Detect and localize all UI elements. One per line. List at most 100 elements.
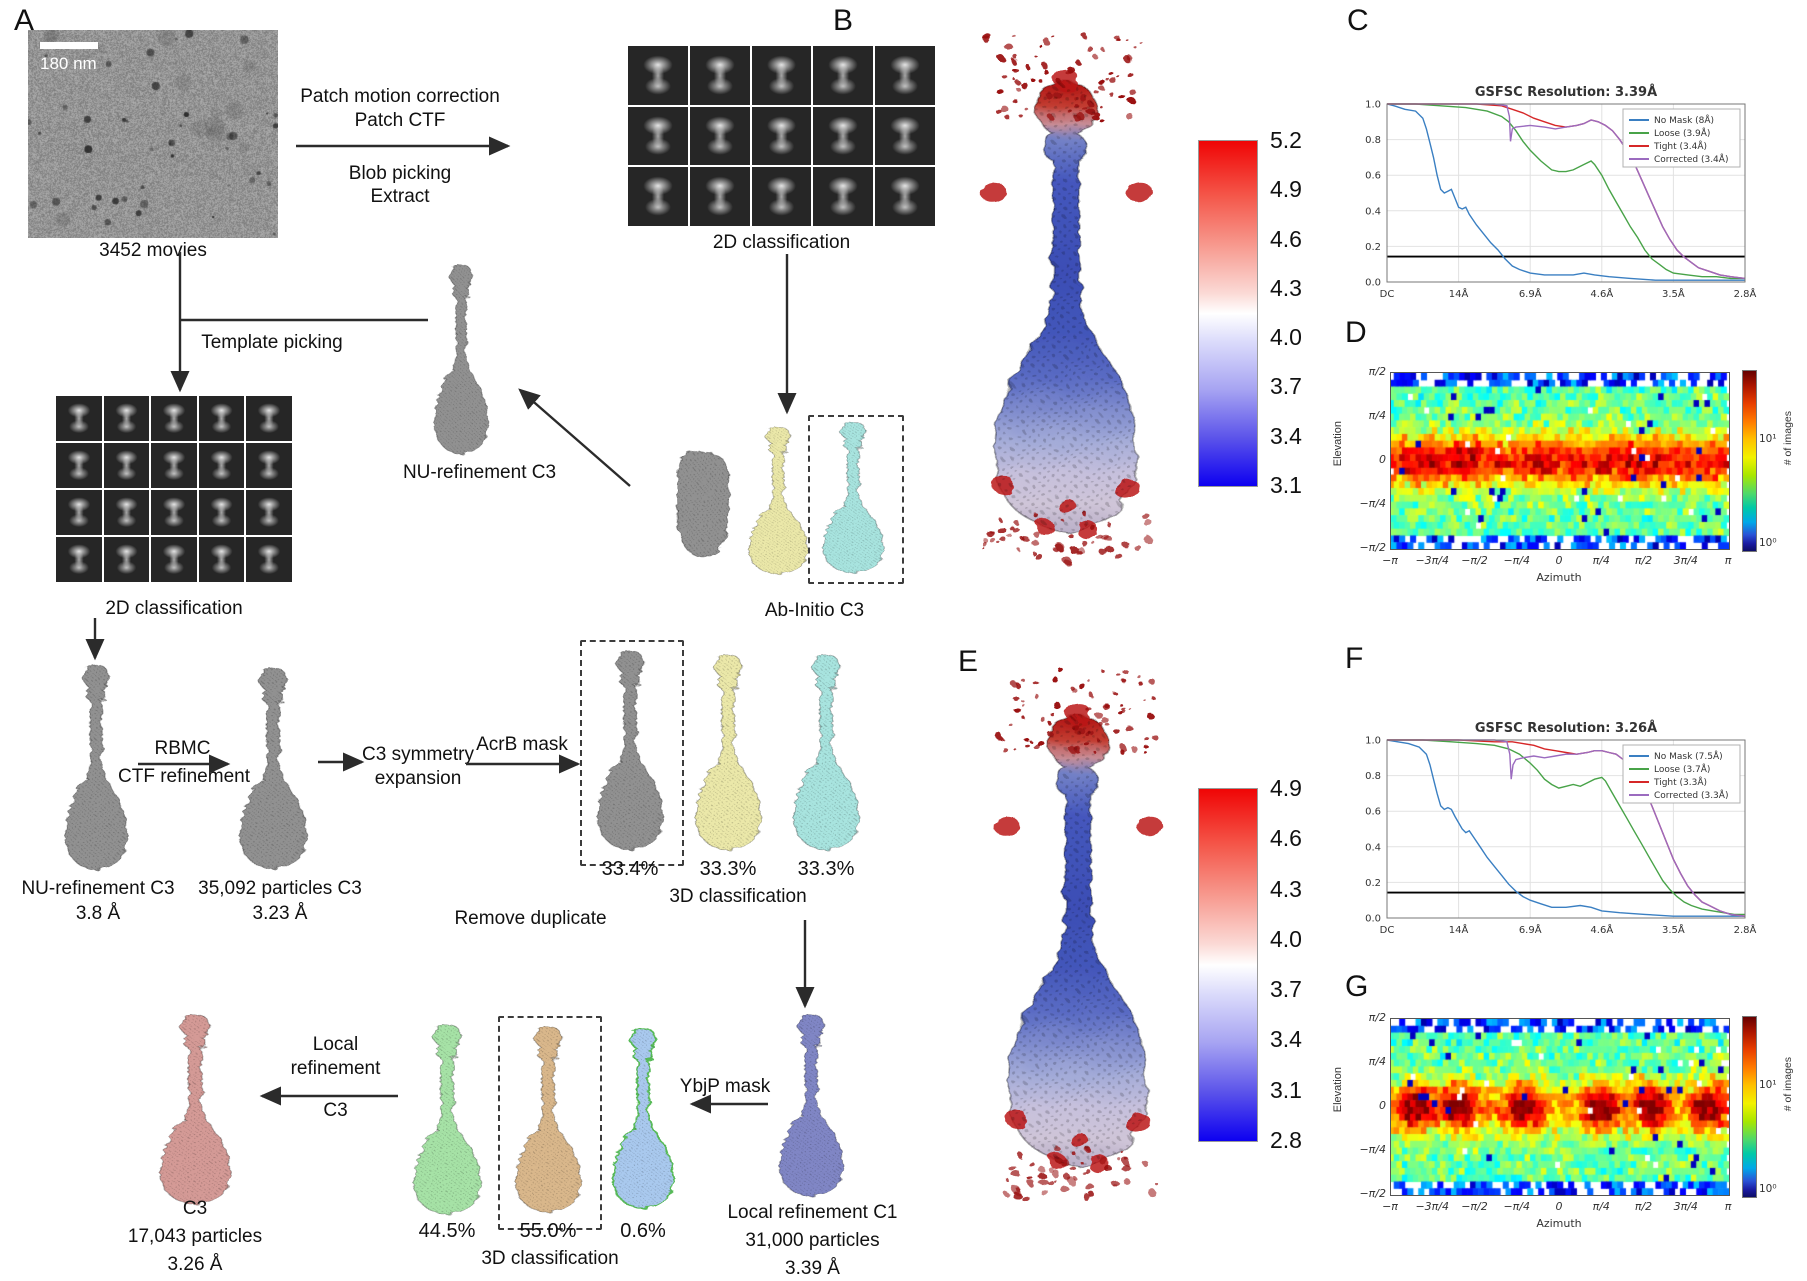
heatmap-colorbar-tick-upper: 10¹ [1759, 1079, 1777, 1091]
svg-text:0.6: 0.6 [1365, 807, 1381, 818]
heatmap-colorbar [1742, 370, 1757, 552]
heatmap-colorbar-label: # of images [1782, 411, 1794, 466]
colorbar-tick: 4.3 [1270, 875, 1302, 902]
class-average-tile [689, 46, 750, 105]
class-average-tile [246, 396, 292, 441]
colorbar-e [1198, 788, 1258, 1142]
svg-text:14Å: 14Å [1449, 287, 1469, 300]
class-average-tile [813, 167, 874, 226]
heatmap-ylabel: Elevation [1332, 421, 1344, 467]
svg-text:Tight (3.4Å): Tight (3.4Å) [1653, 140, 1707, 152]
map-nu-refinement-template [428, 262, 494, 458]
heatmap-xtick: π/2 [1634, 554, 1653, 567]
class-average-tile [151, 443, 197, 488]
colorbar-tick: 4.6 [1270, 825, 1302, 852]
class2-caption: 3D classification [481, 1248, 619, 1269]
svg-text:3.5Å: 3.5Å [1662, 287, 1685, 300]
heatmap-colorbar-tick-lower: 10⁰ [1759, 1183, 1777, 1195]
svg-text:4.6Å: 4.6Å [1590, 287, 1613, 300]
svg-text:1.0: 1.0 [1365, 100, 1381, 111]
heatmap-xtick: 3π/4 [1673, 1200, 1698, 1213]
cryoem-micrograph [28, 30, 278, 238]
grid2-caption: 2D classification [105, 598, 243, 619]
svg-text:6.9Å: 6.9Å [1519, 923, 1542, 936]
svg-text:0.8: 0.8 [1365, 135, 1381, 146]
colorbar-tick: 3.4 [1270, 1026, 1302, 1053]
step1-line1: Patch motion correction [300, 86, 500, 107]
heatmap-xtick: −π/4 [1503, 1200, 1531, 1213]
remove-duplicate-label: Remove duplicate [454, 908, 607, 929]
class-average-tile [689, 106, 750, 166]
map-class1-gray [590, 648, 670, 854]
c3-symmetry-label1: C3 symmetry [362, 744, 474, 765]
class-average-tile [56, 490, 102, 535]
localref-c1-label2: 31,000 particles [745, 1230, 880, 1251]
fsc-series-Loose (3.7Å) [1387, 739, 1745, 916]
nu-refinement-label2: 3.8 Å [75, 903, 121, 924]
final-label1: C3 [182, 1198, 208, 1219]
heatmap-colorbar [1742, 1016, 1757, 1198]
localref-c3-label3: C3 [323, 1100, 348, 1121]
heatmap-xtick: −π/2 [1461, 554, 1488, 567]
particles-35092-label2: 3.23 Å [252, 903, 308, 924]
fsc-chart-svg: GSFSC Resolution: 3.39Å 1.0 0.8 0.6 0.4 0.2 0.… [1365, 84, 1757, 300]
class-average-tile [103, 396, 150, 441]
svg-text:0.6: 0.6 [1365, 171, 1381, 182]
c3-symmetry-label2: expansion [374, 768, 462, 789]
panel-label-d: D [1345, 316, 1367, 349]
heatmap-xtick: −π [1382, 554, 1398, 567]
heatmap-xtick: π [1724, 554, 1732, 567]
scale-bar [40, 42, 98, 49]
map-class1-cyan [786, 652, 866, 854]
particles-35092-label1: 35,092 particles C3 [198, 878, 362, 899]
heatmap-xtick: −3π/4 [1415, 554, 1450, 567]
gsfsc-plot-c: GSFSC Resolution: 3.39Å 1.0 0.8 0.6 0.4 0.2 0.… [1352, 80, 1776, 315]
selected-class-box-2 [498, 1016, 602, 1230]
svg-text:GSFSC Resolution: 3.39Å: GSFSC Resolution: 3.39Å [1475, 84, 1657, 100]
heatmap-xtick: −π/2 [1461, 1200, 1488, 1213]
map-abinitio-class2 [742, 425, 814, 577]
orientation-heatmap-d: π/2 π/4 0 −π/4 −π/2 −π −3π/4 −π/2 −π/4 0 π/4 π/2 3π/… [1332, 353, 1807, 593]
map-class1-yellow [688, 652, 768, 854]
heatmap-colorbar-label: # of images [1782, 1057, 1794, 1112]
selected-class-box-1 [580, 640, 684, 866]
colorbar-tick: 4.3 [1270, 274, 1302, 301]
class-average-tile [198, 396, 245, 441]
final-label3: 3.26 Å [167, 1254, 223, 1275]
class-average-tile [246, 490, 292, 535]
svg-text:2.8Å: 2.8Å [1734, 287, 1757, 300]
fsc-series-Loose (3.9Å) [1387, 103, 1745, 280]
colorbar-tick: 3.4 [1270, 422, 1302, 449]
heatmap-ytick: −π/4 [1359, 497, 1386, 510]
heatmap-xtick: −π/4 [1503, 554, 1531, 567]
class-average-tile [751, 106, 812, 166]
class-average-tile [628, 46, 688, 105]
heatmap-ylabel: Elevation [1332, 1067, 1344, 1113]
scale-bar-label: 180 nm [40, 54, 97, 73]
fsc-chart-svg: GSFSC Resolution: 3.26Å 1.0 0.8 0.6 0.4 0.2 0.… [1365, 720, 1756, 936]
class-average-tile [628, 167, 688, 226]
fsc-legend: No Mask (7.5Å)Loose (3.7Å)Tight (3.3Å)Co… [1622, 744, 1741, 804]
class2-pct1: 44.5% [418, 1220, 476, 1242]
heatmap-ytick: π/2 [1368, 1011, 1386, 1024]
heatmap-colorbar-tick-lower: 10⁰ [1759, 537, 1777, 549]
localref-c1-label3: 3.39 Å [785, 1258, 840, 1279]
heatmap-xtick: π/4 [1592, 554, 1610, 567]
heatmap-xtick: 3π/4 [1673, 554, 1698, 567]
selected-class-box-abinitio [808, 415, 904, 584]
svg-text:No Mask (7.5Å): No Mask (7.5Å) [1654, 750, 1723, 762]
class2-pct3: 0.6% [620, 1220, 666, 1242]
localref-c3-label1: Local [312, 1034, 359, 1055]
colorbar-b [1198, 140, 1258, 487]
final-label2: 17,043 particles [127, 1226, 263, 1247]
orientation-heatmap-canvas [1390, 1018, 1730, 1196]
class-average-tile [56, 537, 102, 582]
heatmap-xtick: 0 [1555, 1200, 1563, 1213]
map-abinitio-class1 [668, 448, 738, 566]
svg-text:0.4: 0.4 [1365, 842, 1381, 853]
step1-line3: Blob picking [348, 163, 452, 184]
class-average-tile [198, 443, 245, 488]
colorbar-tick: 4.0 [1270, 925, 1302, 952]
heatmap-xtick: 0 [1555, 554, 1563, 567]
